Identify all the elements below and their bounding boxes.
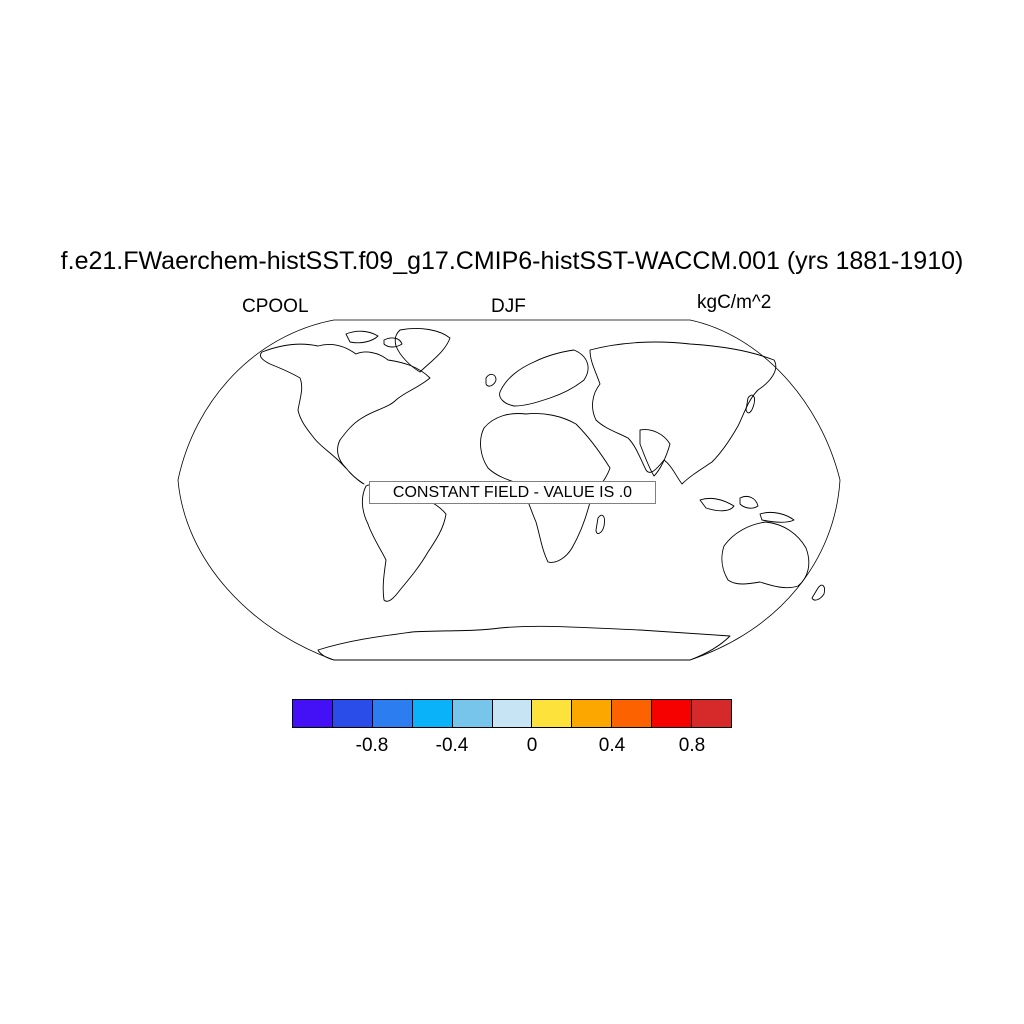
colorbar-cell xyxy=(652,700,693,727)
coastline-new-zealand xyxy=(811,584,825,601)
colorbar-cell xyxy=(612,700,653,727)
coastlines xyxy=(259,327,825,661)
plot-title: f.e21.FWaerchem-histSST.f09_g17.CMIP6-hi… xyxy=(60,247,964,275)
colorbar-cell xyxy=(332,700,373,727)
constant-field-message: CONSTANT FIELD - VALUE IS .0 xyxy=(369,481,656,504)
colorbar-cell xyxy=(692,700,731,727)
colorbar-tick-label: -0.4 xyxy=(435,735,469,756)
colorbar-tick-label: 0 xyxy=(526,735,538,756)
colorbar-cell xyxy=(532,700,573,727)
coastline-greenland xyxy=(394,327,451,373)
coastline-europe xyxy=(499,349,589,407)
units-label: kgC/m^2 xyxy=(697,292,772,313)
season-label: DJF xyxy=(491,296,526,317)
colorbar-tick-label: -0.8 xyxy=(355,735,389,756)
coastline-arctic-islands xyxy=(345,330,403,348)
coastline-japan xyxy=(745,394,755,414)
coastline-uk xyxy=(485,373,497,387)
colorbar-cell xyxy=(293,700,333,727)
colorbar xyxy=(292,699,732,728)
colorbar-cell xyxy=(572,700,613,727)
colorbar-tick-label: 0.8 xyxy=(678,735,706,756)
colorbar-cell xyxy=(452,700,493,727)
colorbar-cell xyxy=(372,700,413,727)
coastline-antarctica xyxy=(317,625,731,661)
coastline-madagascar xyxy=(595,514,605,534)
colorbar-cell xyxy=(492,700,533,727)
colorbar-cell xyxy=(412,700,453,727)
coastline-indonesia xyxy=(699,495,795,523)
coastline-asia xyxy=(589,341,777,485)
coastline-north-america xyxy=(259,343,431,485)
variable-name: CPOOL xyxy=(242,296,309,317)
coastline-africa xyxy=(480,413,611,563)
coastline-australia xyxy=(721,521,810,589)
colorbar-tick-label: 0.4 xyxy=(598,735,626,756)
coastline-india xyxy=(639,429,671,477)
